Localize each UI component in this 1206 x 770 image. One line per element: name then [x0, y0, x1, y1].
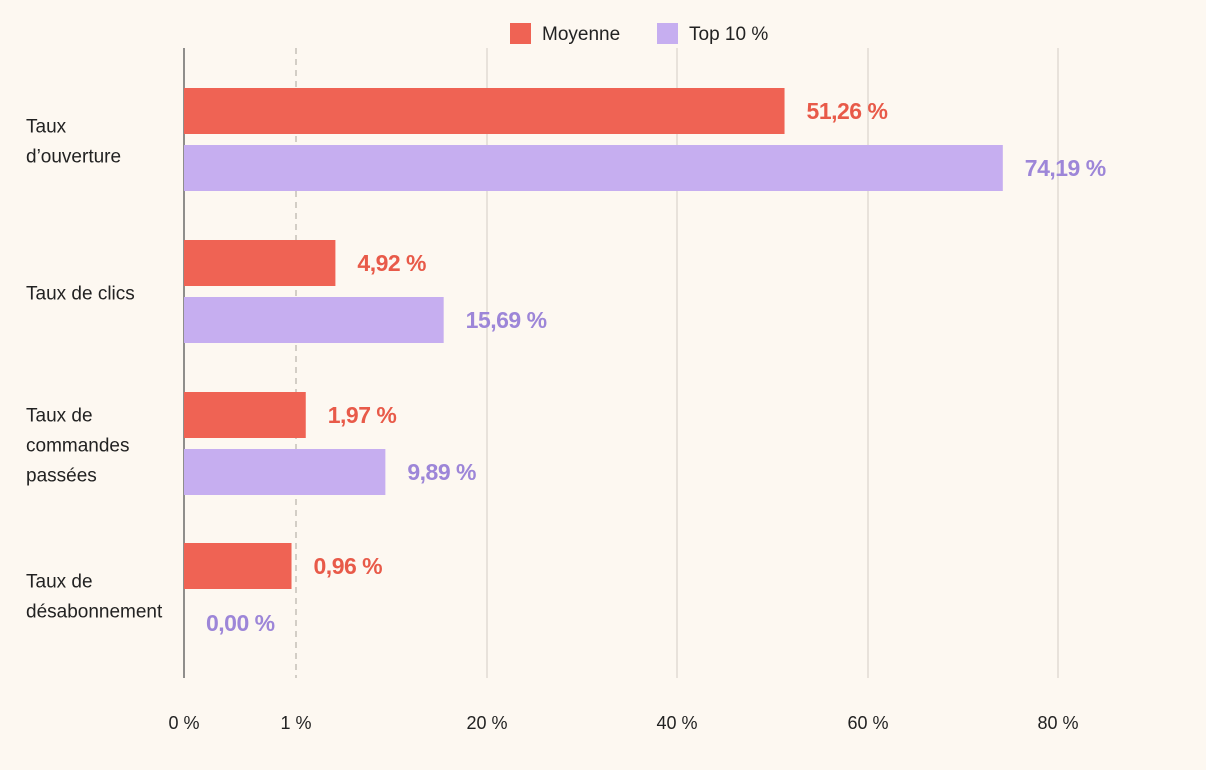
legend-label-0: Moyenne — [542, 24, 620, 45]
data-label-0-0: 51,26 % — [807, 98, 888, 124]
data-labels: 51,26 % 4,92 % 1,97 % 0,96 % 74,19 % 15,69 % 9… — [206, 98, 1106, 636]
tick-label-20: 20 % — [466, 713, 507, 733]
x-axis-tick-labels: 0 % 1 % 20 % 40 % 60 % 80 % — [168, 713, 1078, 733]
category-label-0: Taux d’ouverture — [26, 117, 121, 168]
bar-0-2 — [184, 392, 306, 438]
bar-1-1 — [184, 297, 444, 343]
data-label-1-3: 0,00 % — [206, 610, 275, 636]
bar-0-3 — [184, 543, 292, 589]
category-label-3: Taux de désabonnement — [26, 572, 163, 623]
tick-label-80: 80 % — [1037, 713, 1078, 733]
grid-lines — [183, 48, 1059, 678]
data-label-1-1: 15,69 % — [466, 307, 547, 333]
bar-1-0 — [184, 145, 1003, 191]
category-label-2: Taux de commandes passées — [26, 406, 130, 487]
bar-0-0 — [184, 88, 785, 134]
data-label-0-1: 4,92 % — [357, 250, 426, 276]
data-label-1-0: 74,19 % — [1025, 155, 1106, 181]
legend-swatch-1 — [657, 23, 678, 44]
legend: Moyenne Top 10 % — [510, 23, 768, 45]
tick-label-1: 1 % — [280, 713, 311, 733]
legend-swatch-0 — [510, 23, 531, 44]
tick-label-40: 40 % — [656, 713, 697, 733]
data-label-1-2: 9,89 % — [407, 459, 476, 485]
data-label-0-3: 0,96 % — [314, 553, 383, 579]
tick-label-0: 0 % — [168, 713, 199, 733]
data-label-0-2: 1,97 % — [328, 402, 397, 428]
legend-label-1: Top 10 % — [689, 24, 768, 45]
bar-0-1 — [184, 240, 336, 286]
category-label-1: Taux de clics — [26, 284, 135, 305]
bars — [184, 88, 1003, 589]
category-labels: Taux d’ouverture Taux de clics Taux de comma… — [26, 117, 163, 623]
bar-1-2 — [184, 449, 386, 495]
tick-label-60: 60 % — [847, 713, 888, 733]
